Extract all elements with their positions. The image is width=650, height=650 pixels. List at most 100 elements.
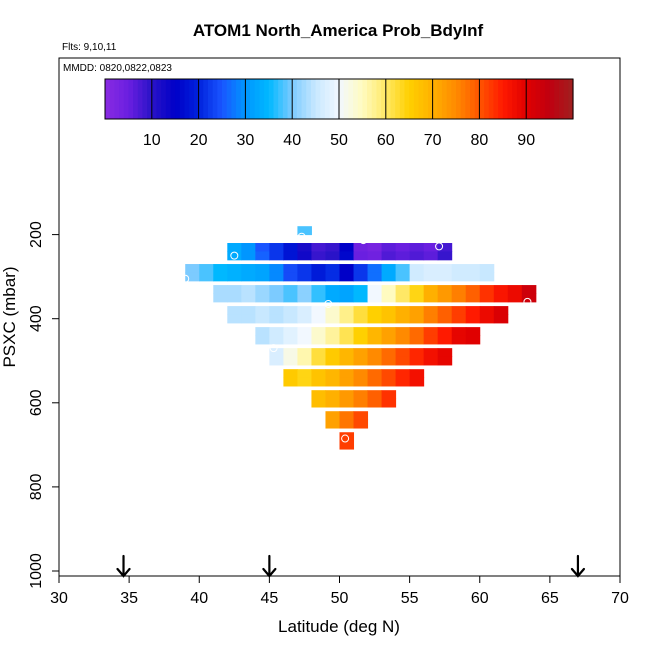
heatmap-cell	[451, 272, 467, 282]
x-tick-label: 30	[50, 590, 68, 607]
flight-marker	[269, 344, 278, 353]
flight-marker	[523, 297, 532, 306]
heatmap-cell	[353, 251, 369, 261]
heatmap-cells	[185, 226, 537, 450]
heatmap-cell	[283, 356, 298, 366]
heatmap-cell	[311, 293, 326, 303]
flight-marker	[324, 299, 333, 308]
x-axis: 30 35 40 45 50 55 60 65 70	[50, 576, 629, 607]
colorbar-swatch	[231, 79, 237, 119]
heatmap-cell	[311, 398, 326, 408]
colorbar-swatch	[264, 79, 270, 119]
colorbar-swatch	[109, 79, 115, 119]
colorbar-swatch	[287, 79, 293, 119]
y-tick-label: 400	[28, 305, 45, 332]
colorbar-swatch	[334, 79, 340, 119]
heatmap-cell	[437, 243, 453, 252]
heatmap-cell	[241, 293, 256, 303]
heatmap-cell	[269, 293, 284, 303]
colorbar-tick-label: 30	[237, 132, 255, 149]
heatmap-cell	[381, 356, 397, 366]
heatmap-cell	[423, 356, 439, 366]
colorbar-swatch	[353, 79, 359, 119]
heatmap-cell	[269, 314, 284, 324]
heatmap-cell	[339, 398, 355, 408]
heatmap-cell	[381, 398, 397, 408]
heatmap-cell	[367, 264, 383, 273]
heatmap-cell	[283, 327, 298, 337]
heatmap-cell	[395, 306, 411, 315]
heatmap-cell	[381, 264, 397, 273]
heatmap-cell	[339, 348, 355, 358]
heatmap-cell	[423, 251, 439, 261]
colorbar-swatch	[441, 79, 448, 119]
heatmap-cell	[339, 440, 355, 450]
heatmap-cell	[339, 327, 355, 337]
colorbar-swatch	[521, 79, 527, 119]
colorbar-swatch	[170, 79, 176, 119]
heatmap-cell	[409, 264, 425, 273]
colorbar-swatch	[123, 79, 129, 119]
heatmap-cell	[507, 285, 523, 294]
heatmap-cell	[339, 419, 355, 429]
colorbar-swatch	[133, 79, 139, 119]
heatmap-cell	[227, 306, 242, 315]
colorbar-swatch	[437, 79, 443, 119]
heatmap-cell	[395, 314, 411, 324]
heatmap-cell	[339, 251, 355, 261]
y-axis: 200 400 600 800 1000	[28, 221, 59, 589]
colorbar-swatch	[507, 79, 513, 119]
colorbar-swatch	[184, 79, 190, 119]
heatmap-cell	[381, 348, 397, 358]
heatmap-cell	[465, 335, 481, 345]
heatmap-cell	[255, 272, 270, 282]
heatmap-cell	[339, 411, 355, 421]
heatmap-cell	[395, 293, 411, 303]
latitude-arrow	[570, 554, 586, 578]
colorbar-swatch	[526, 79, 532, 119]
heatmap-cell	[409, 243, 425, 252]
heatmap-cell	[269, 327, 284, 337]
heatmap-cell	[353, 356, 369, 366]
latitude-arrows	[116, 554, 586, 578]
heatmap-cell	[255, 264, 270, 273]
heatmap-cell	[437, 293, 453, 303]
colorbar-swatch	[470, 79, 476, 119]
heatmap-cell	[325, 419, 340, 429]
heatmap-cell	[241, 285, 256, 294]
heatmap-cell	[367, 335, 383, 345]
heatmap-cell	[367, 377, 383, 387]
heatmap-cell	[437, 314, 453, 324]
colorbar-swatch	[516, 79, 523, 119]
colorbar-swatch	[222, 79, 228, 119]
x-tick-label: 35	[120, 590, 138, 607]
heatmap-cell	[185, 272, 200, 282]
heatmap-cell	[423, 314, 439, 324]
heatmap-cell	[311, 243, 326, 252]
colorbar-swatch	[413, 79, 420, 119]
colorbar-swatch	[446, 79, 452, 119]
heatmap-cell	[437, 264, 453, 273]
heatmap-cell	[521, 293, 537, 303]
colorbar-swatch	[179, 79, 186, 119]
heatmap-cell	[325, 314, 340, 324]
heatmap-cell	[409, 356, 425, 366]
heatmap-cell	[367, 390, 383, 400]
heatmap-cell	[353, 327, 369, 337]
colorbar-swatch	[399, 79, 406, 119]
colorbar-tick-label: 80	[471, 132, 489, 149]
heatmap-cell	[213, 272, 228, 282]
heatmap-cell	[353, 398, 369, 408]
colorbar-swatch	[362, 79, 368, 119]
heatmap-cell	[325, 293, 340, 303]
heatmap-cell	[353, 306, 369, 315]
heatmap-cell	[297, 251, 312, 261]
colorbar-swatch	[563, 79, 569, 119]
heatmap-cell	[465, 327, 481, 337]
heatmap-cell	[395, 264, 411, 273]
colorbar-swatch	[357, 79, 363, 119]
heatmap-cell	[409, 251, 425, 261]
heatmap-cell	[465, 285, 481, 294]
colorbar-swatch	[465, 79, 471, 119]
heatmap-cell	[395, 251, 411, 261]
